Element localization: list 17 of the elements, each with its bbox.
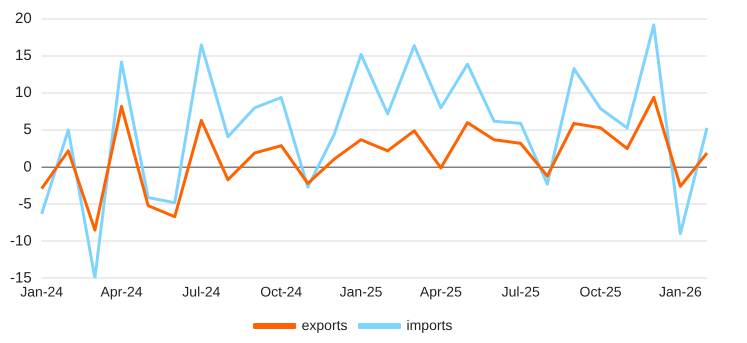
y-tick-label: 5 — [23, 121, 32, 138]
y-tick-label: -10 — [10, 232, 32, 250]
y-tick-label: 0 — [23, 158, 32, 176]
x-tick-label: Jul-25 — [502, 283, 540, 300]
x-tick-label: Oct-25 — [580, 283, 622, 300]
x-tick-label: Jan-26 — [658, 283, 702, 300]
y-tick-label: 10 — [14, 84, 32, 102]
y-tick-label: -5 — [18, 195, 32, 212]
x-tick-label: Oct-24 — [260, 283, 302, 300]
legend-label: exports — [302, 316, 348, 333]
y-tick-label: 15 — [14, 47, 32, 64]
x-tick-label: Jan-25 — [340, 283, 383, 300]
y-tick-label: 20 — [14, 10, 32, 28]
legend-label: imports — [406, 316, 452, 333]
x-tick-label: Apr-24 — [100, 283, 143, 300]
x-tick-label: Jul-24 — [182, 283, 221, 300]
x-tick-label: Apr-25 — [420, 283, 462, 300]
